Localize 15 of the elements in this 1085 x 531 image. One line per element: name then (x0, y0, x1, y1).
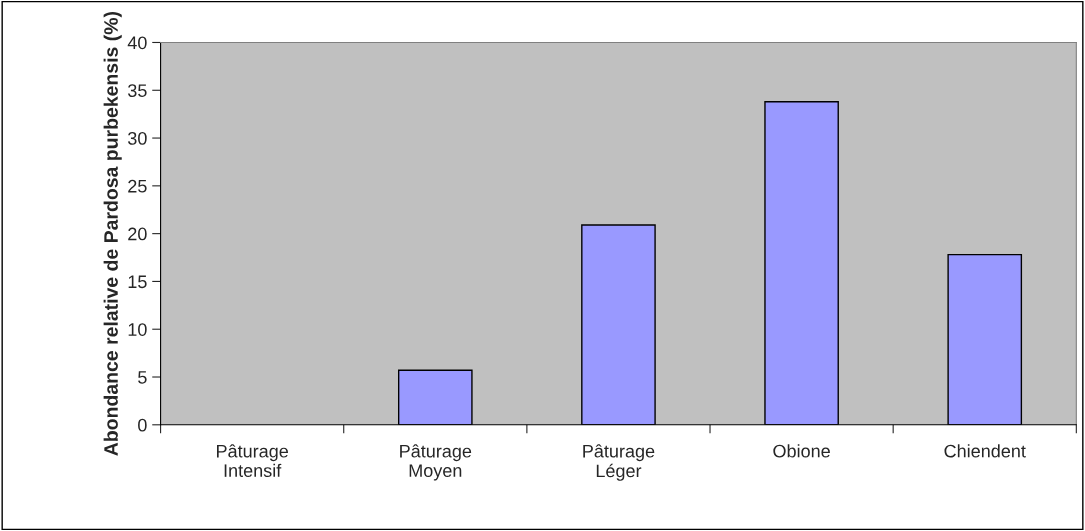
y-tick-label: 5 (138, 371, 147, 384)
x-tick-label: Pâturage Intensif (217, 444, 288, 478)
y-tick-label: 10 (128, 323, 147, 336)
y-tick-label: 40 (127, 36, 147, 50)
x-tick-label: Pâturage Léger (583, 444, 655, 481)
y-tick-label: 35 (127, 84, 147, 97)
y-tick-label: 20 (128, 227, 147, 241)
y-tick-label: 25 (128, 179, 147, 193)
x-tick-label: Obione (773, 444, 830, 458)
y-tick-label: 30 (127, 131, 147, 145)
y-tick-label: 15 (128, 275, 147, 289)
y-axis-title: Abondance relative de Pardosa purbekensis (%) (103, 11, 122, 456)
y-tick-label: 0 (138, 418, 147, 432)
x-tick-label: Pâturage Moyen (400, 444, 472, 481)
x-tick-label: Chiendent (944, 444, 1026, 458)
